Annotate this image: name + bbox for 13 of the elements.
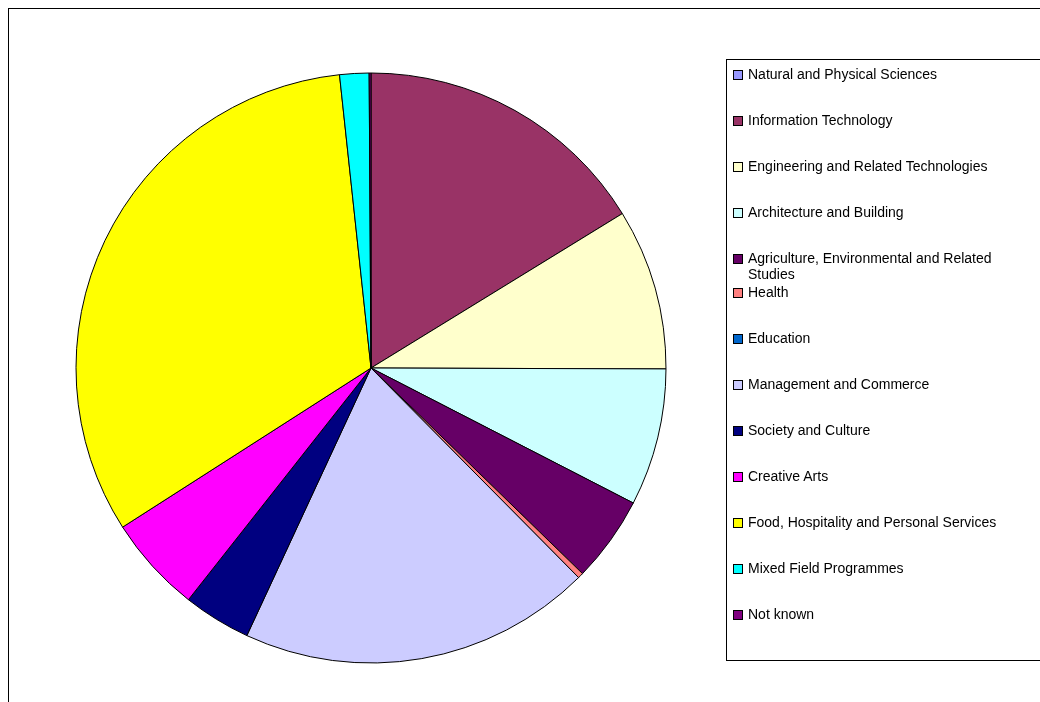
- legend-label: Not known: [748, 606, 816, 622]
- legend-label: Creative Arts: [748, 468, 830, 484]
- legend-label: Society and Culture: [748, 422, 872, 438]
- legend-label: Information Technology: [748, 112, 894, 128]
- legend-label: Management and Commerce: [748, 376, 931, 392]
- legend-label: Health: [748, 284, 790, 300]
- legend-label: Engineering and Related Technologies: [748, 158, 989, 174]
- legend-label: Agriculture, Environmental and Related Studies: [748, 250, 993, 282]
- legend-label: Natural and Physical Sciences: [748, 66, 939, 82]
- legend-label: Education: [748, 330, 812, 346]
- legend-label: Mixed Field Programmes: [748, 560, 905, 576]
- legend-label: Food, Hospitality and Personal Services: [748, 514, 998, 530]
- legend-label: Architecture and Building: [748, 204, 905, 220]
